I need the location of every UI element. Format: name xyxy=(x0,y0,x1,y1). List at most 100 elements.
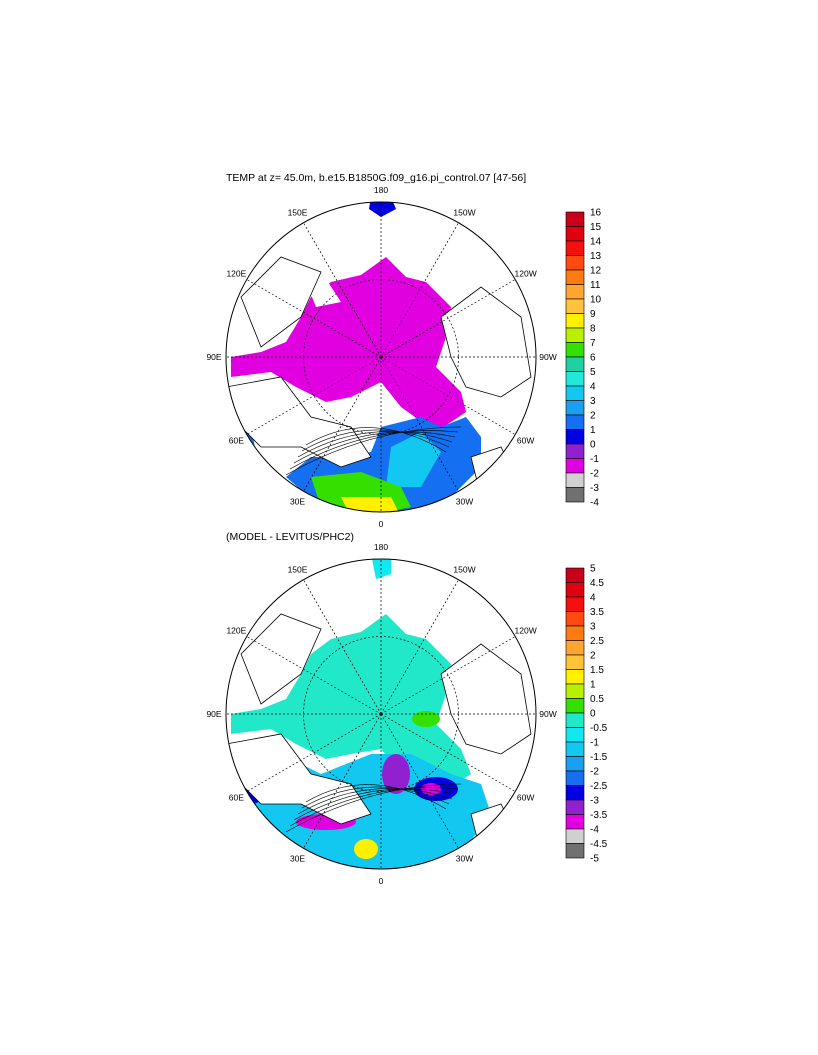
colorbar-label: 0 xyxy=(590,440,596,451)
colorbar-label: 16 xyxy=(590,208,602,219)
colorbar-label: -4 xyxy=(590,825,599,836)
contour-line xyxy=(285,783,462,833)
colorbar-swatch xyxy=(565,727,585,743)
meridian-line xyxy=(303,356,382,492)
colorbar-swatch xyxy=(565,654,585,670)
longitude-label: 150W xyxy=(453,207,475,217)
colorbar-label: 4 xyxy=(590,593,596,604)
colorbar-swatch xyxy=(565,284,585,300)
colorbar-label: 3 xyxy=(590,396,596,407)
scandinavia-outline xyxy=(470,803,517,855)
colorbar-label: 5 xyxy=(590,564,596,575)
colorbar-label: 3.5 xyxy=(590,607,604,618)
north-america-outline xyxy=(240,613,322,705)
longitude-label: 90E xyxy=(206,352,221,362)
colorbar-label: 6 xyxy=(590,353,596,364)
colorbar-swatch xyxy=(565,756,585,772)
colorbar-label: -1.5 xyxy=(590,752,608,763)
colorbar-label: 3 xyxy=(590,622,596,633)
colorbar-swatch xyxy=(565,770,585,786)
longitude-label: 60E xyxy=(229,436,244,446)
contour-line xyxy=(297,788,453,815)
contour-line xyxy=(305,427,447,453)
colorbar-label: 2.5 xyxy=(590,636,604,647)
colorbar-swatch xyxy=(565,458,585,474)
colorbar-swatch xyxy=(565,414,585,430)
colorbar-label: 5 xyxy=(590,367,596,378)
meridian-line xyxy=(246,636,382,715)
colorbar-swatch xyxy=(565,567,585,583)
bottom-panel: 180 150E 120E 90E 60E 30E 0 30W 60W 90W 120W 150W 5 4… xyxy=(206,542,607,886)
arctic-anomaly-field xyxy=(231,614,471,794)
colorbar-label: -5 xyxy=(590,854,599,865)
norwegian-sea-field xyxy=(386,432,441,487)
meridian-line xyxy=(246,713,382,792)
colorbar-label: -3 xyxy=(590,483,599,494)
colorbar-swatch xyxy=(565,429,585,445)
contour-line xyxy=(305,784,447,810)
longitude-label: 0 xyxy=(379,876,384,886)
colorbar-label: 10 xyxy=(590,295,602,306)
colorbar-swatch xyxy=(565,371,585,387)
colorbar-label: 8 xyxy=(590,324,596,335)
longitude-label: 180 xyxy=(374,185,388,195)
colorbar-swatch xyxy=(565,211,585,227)
colorbar-swatch xyxy=(565,472,585,488)
colorbar-label: 1 xyxy=(590,680,596,691)
bering-strait-field xyxy=(369,202,396,217)
svalbard-cold-anomaly xyxy=(382,754,410,794)
kara-warm-anomaly xyxy=(412,711,440,727)
longitude-label: 120E xyxy=(226,269,246,279)
longitude-label: 180 xyxy=(374,542,388,552)
longitude-label: 120E xyxy=(226,626,246,636)
longitude-label: 30E xyxy=(290,854,305,864)
longitude-label: 90W xyxy=(539,709,556,719)
subpolar-warm-field xyxy=(341,497,401,512)
colorbar-label: -1 xyxy=(590,454,599,465)
colorbar-label: 7 xyxy=(590,338,596,349)
colorbar-swatch xyxy=(565,487,585,503)
top-panel-title: TEMP at z= 45.0m, b.e15.B1850G.f09_g16.p… xyxy=(226,172,527,184)
colorbar-swatch xyxy=(565,640,585,656)
colorbar-swatch xyxy=(565,712,585,728)
longitude-label: 30W xyxy=(456,854,473,864)
longitude-label: 60W xyxy=(517,793,534,803)
colorbar-swatch xyxy=(565,298,585,314)
contour-line xyxy=(285,426,462,476)
colorbar-label: 1.5 xyxy=(590,665,604,676)
meridian-line xyxy=(303,713,382,849)
colorbar-label: -4.5 xyxy=(590,839,608,850)
longitude-label: 0 xyxy=(379,519,384,529)
colorbar-swatch xyxy=(565,683,585,699)
contour-line xyxy=(301,786,450,809)
colorbar-label: 11 xyxy=(590,280,601,291)
longitude-label: 90W xyxy=(539,352,556,362)
colorbar-swatch xyxy=(565,843,585,859)
contour-line xyxy=(297,431,453,458)
colorbar-swatch xyxy=(565,669,585,685)
latitude-circle xyxy=(303,279,459,435)
colorbar-swatch xyxy=(565,400,585,416)
longitude-label: 60W xyxy=(517,436,534,446)
colorbar-swatch xyxy=(565,356,585,372)
longitude-label: 90E xyxy=(206,709,221,719)
longitude-label: 120W xyxy=(515,269,537,279)
colorbar-swatch xyxy=(565,385,585,401)
colorbar-swatch xyxy=(565,327,585,343)
colorbar-swatch xyxy=(565,828,585,844)
scandinavia-outline xyxy=(470,446,517,498)
colorbar-label: 13 xyxy=(590,251,602,262)
colorbar-label: 15 xyxy=(590,222,602,233)
colorbar-swatch xyxy=(565,269,585,285)
siberia-outline xyxy=(440,286,532,398)
longitude-label: 30E xyxy=(290,497,305,507)
contour-line xyxy=(289,430,459,470)
longitude-label: 150W xyxy=(453,564,475,574)
colorbar-label: -2.5 xyxy=(590,781,608,792)
colorbar-swatch xyxy=(565,240,585,256)
bottom-panel-title: (MODEL - LEVITUS/PHC2) xyxy=(226,531,354,543)
colorbar-swatch xyxy=(565,625,585,641)
colorbar-label: -2 xyxy=(590,767,599,778)
contour-line xyxy=(293,431,456,464)
